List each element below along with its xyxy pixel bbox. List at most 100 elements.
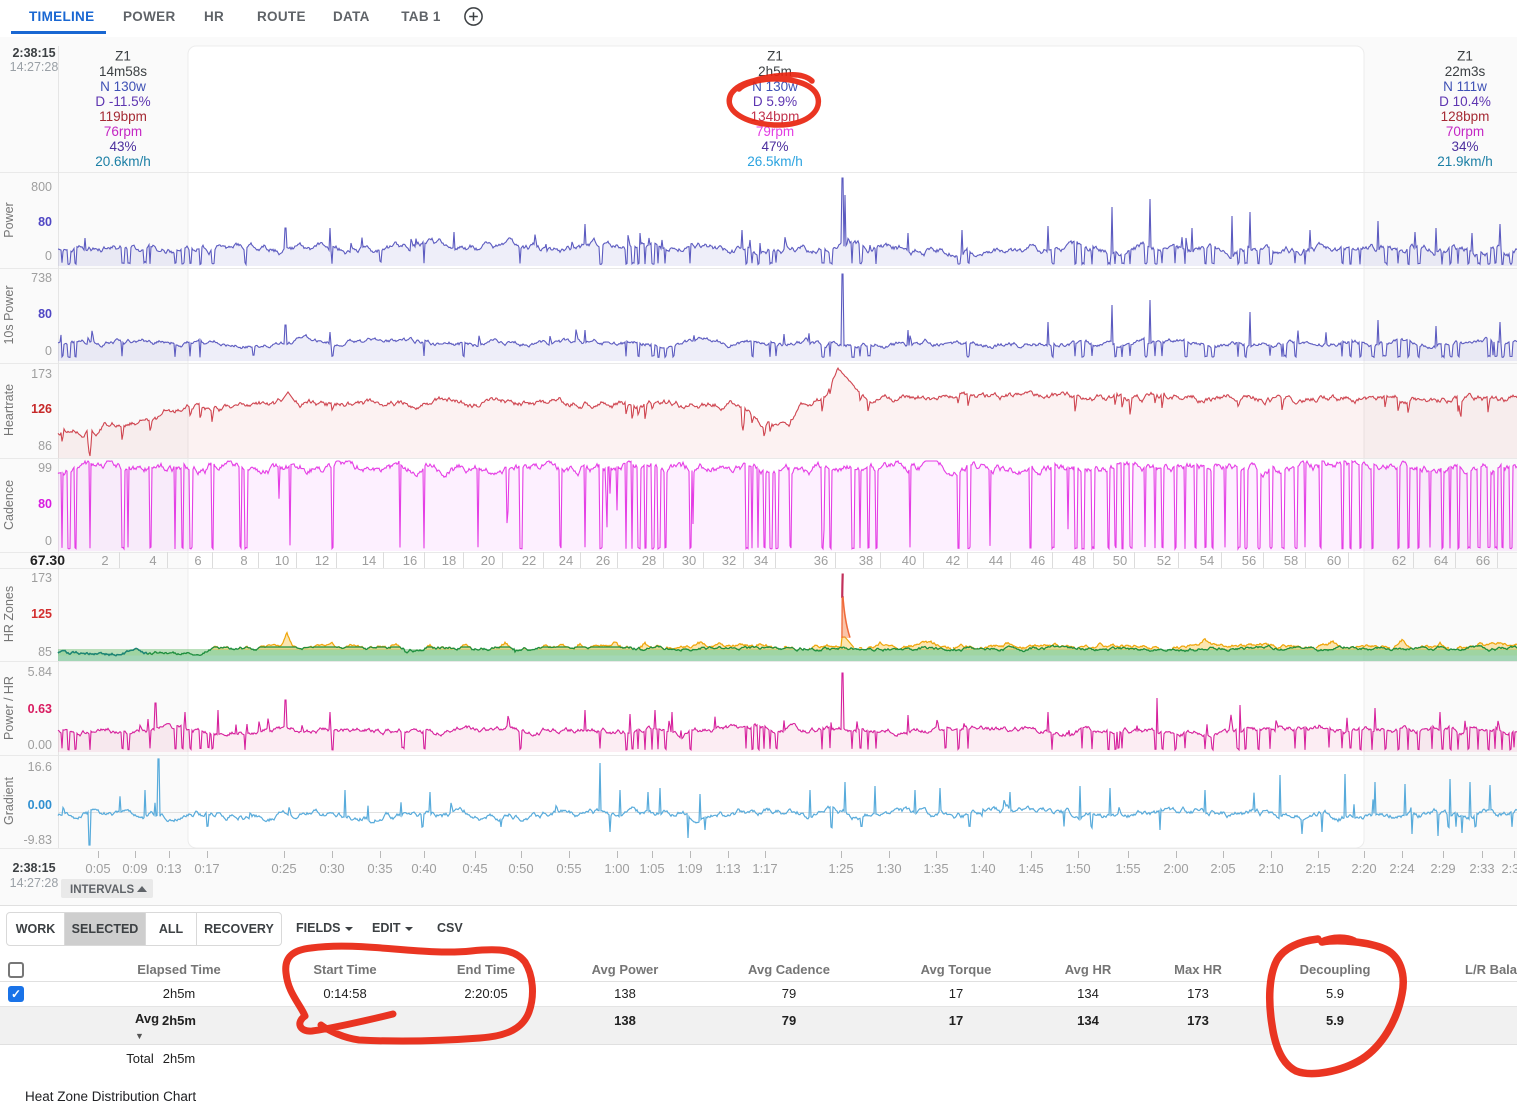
svg-text:0:09: 0:09	[122, 861, 147, 876]
svg-text:36: 36	[814, 553, 828, 568]
svg-text:0:05: 0:05	[85, 861, 110, 876]
svg-text:52: 52	[1157, 553, 1171, 568]
svg-text:16: 16	[403, 553, 417, 568]
svg-text:21.9km/h: 21.9km/h	[1437, 154, 1493, 169]
svg-text:43%: 43%	[109, 139, 136, 154]
svg-text:0:35: 0:35	[367, 861, 392, 876]
svg-text:2:00: 2:00	[1163, 861, 1188, 876]
svg-text:86: 86	[38, 439, 52, 453]
svg-text:N 130w: N 130w	[100, 79, 146, 94]
svg-text:80: 80	[38, 215, 52, 229]
svg-text:0:45: 0:45	[462, 861, 487, 876]
svg-text:HR Zones: HR Zones	[2, 586, 16, 642]
svg-text:14: 14	[362, 553, 376, 568]
svg-text:28: 28	[642, 553, 656, 568]
svg-text:1:55: 1:55	[1115, 861, 1140, 876]
svg-text:24: 24	[559, 553, 573, 568]
svg-text:40: 40	[902, 553, 916, 568]
svg-text:0.00: 0.00	[28, 738, 52, 752]
svg-text:2: 2	[101, 553, 108, 568]
svg-text:0:17: 0:17	[194, 861, 219, 876]
svg-text:2:05: 2:05	[1210, 861, 1235, 876]
svg-text:0:13: 0:13	[156, 861, 181, 876]
svg-text:173: 173	[31, 571, 52, 585]
svg-text:Z1: Z1	[115, 49, 131, 64]
svg-text:Heartrate: Heartrate	[2, 384, 16, 436]
svg-text:0:30: 0:30	[319, 861, 344, 876]
svg-text:0:50: 0:50	[508, 861, 533, 876]
svg-text:D -11.5%: D -11.5%	[95, 94, 150, 109]
svg-text:4: 4	[149, 553, 156, 568]
svg-text:2:24: 2:24	[1389, 861, 1414, 876]
svg-text:16.6: 16.6	[28, 760, 52, 774]
svg-text:126: 126	[31, 402, 52, 416]
svg-text:44: 44	[989, 553, 1003, 568]
svg-text:26.5km/h: 26.5km/h	[747, 154, 803, 169]
svg-text:22m3s: 22m3s	[1445, 64, 1486, 79]
svg-text:134bpm: 134bpm	[751, 109, 800, 124]
svg-text:D 10.4%: D 10.4%	[1439, 94, 1491, 109]
svg-text:738: 738	[31, 271, 52, 285]
svg-text:0.00: 0.00	[28, 798, 52, 812]
svg-text:N 111w: N 111w	[1443, 79, 1487, 94]
svg-text:1:09: 1:09	[677, 861, 702, 876]
svg-text:800: 800	[31, 180, 52, 194]
svg-text:10s Power: 10s Power	[2, 285, 16, 344]
svg-text:34%: 34%	[1451, 139, 1478, 154]
svg-text:50: 50	[1113, 553, 1127, 568]
svg-text:2:38: 2:38	[1501, 861, 1517, 876]
svg-text:14:27:28: 14:27:28	[10, 876, 59, 890]
svg-text:1:25: 1:25	[828, 861, 853, 876]
svg-text:47%: 47%	[761, 139, 788, 154]
svg-text:0:25: 0:25	[271, 861, 296, 876]
svg-text:0: 0	[45, 534, 52, 548]
svg-text:128bpm: 128bpm	[1441, 109, 1490, 124]
svg-text:60: 60	[1327, 553, 1341, 568]
svg-text:1:35: 1:35	[923, 861, 948, 876]
svg-text:64: 64	[1434, 553, 1448, 568]
svg-text:Gradient: Gradient	[2, 777, 16, 825]
svg-text:80: 80	[38, 307, 52, 321]
svg-text:18: 18	[442, 553, 456, 568]
svg-text:66: 66	[1476, 553, 1490, 568]
svg-text:8: 8	[240, 553, 247, 568]
svg-text:38: 38	[859, 553, 873, 568]
svg-text:1:30: 1:30	[876, 861, 901, 876]
svg-text:1:05: 1:05	[639, 861, 664, 876]
svg-text:30: 30	[682, 553, 696, 568]
svg-text:67.30: 67.30	[30, 552, 65, 568]
svg-text:173: 173	[31, 367, 52, 381]
svg-text:2:33: 2:33	[1469, 861, 1494, 876]
svg-text:2h5m: 2h5m	[758, 64, 792, 79]
svg-text:2:20: 2:20	[1351, 861, 1376, 876]
svg-text:10: 10	[275, 553, 289, 568]
svg-text:14:27:28: 14:27:28	[10, 60, 59, 74]
svg-text:INTERVALS: INTERVALS	[70, 884, 134, 896]
svg-text:1:45: 1:45	[1018, 861, 1043, 876]
svg-text:Z1: Z1	[1457, 49, 1473, 64]
svg-text:D 5.9%: D 5.9%	[753, 94, 797, 109]
svg-text:22: 22	[522, 553, 536, 568]
svg-text:12: 12	[315, 553, 329, 568]
svg-text:42: 42	[946, 553, 960, 568]
svg-text:99: 99	[38, 461, 52, 475]
svg-text:1:40: 1:40	[970, 861, 995, 876]
svg-text:1:00: 1:00	[604, 861, 629, 876]
svg-text:1:17: 1:17	[752, 861, 777, 876]
svg-text:Cadence: Cadence	[2, 480, 16, 530]
svg-text:6: 6	[194, 553, 201, 568]
svg-text:2:38:15: 2:38:15	[12, 861, 55, 875]
svg-text:20.6km/h: 20.6km/h	[95, 154, 151, 169]
svg-text:0:40: 0:40	[411, 861, 436, 876]
svg-text:14m58s: 14m58s	[99, 64, 147, 79]
svg-text:0:55: 0:55	[556, 861, 581, 876]
svg-text:76rpm: 76rpm	[104, 124, 142, 139]
svg-text:0: 0	[45, 249, 52, 263]
svg-text:46: 46	[1031, 553, 1045, 568]
svg-text:0.63: 0.63	[28, 702, 52, 716]
svg-text:2:29: 2:29	[1430, 861, 1455, 876]
svg-text:119bpm: 119bpm	[99, 109, 147, 124]
svg-text:Power: Power	[2, 202, 16, 237]
svg-text:79rpm: 79rpm	[756, 124, 794, 139]
svg-text:5.84: 5.84	[28, 665, 52, 679]
